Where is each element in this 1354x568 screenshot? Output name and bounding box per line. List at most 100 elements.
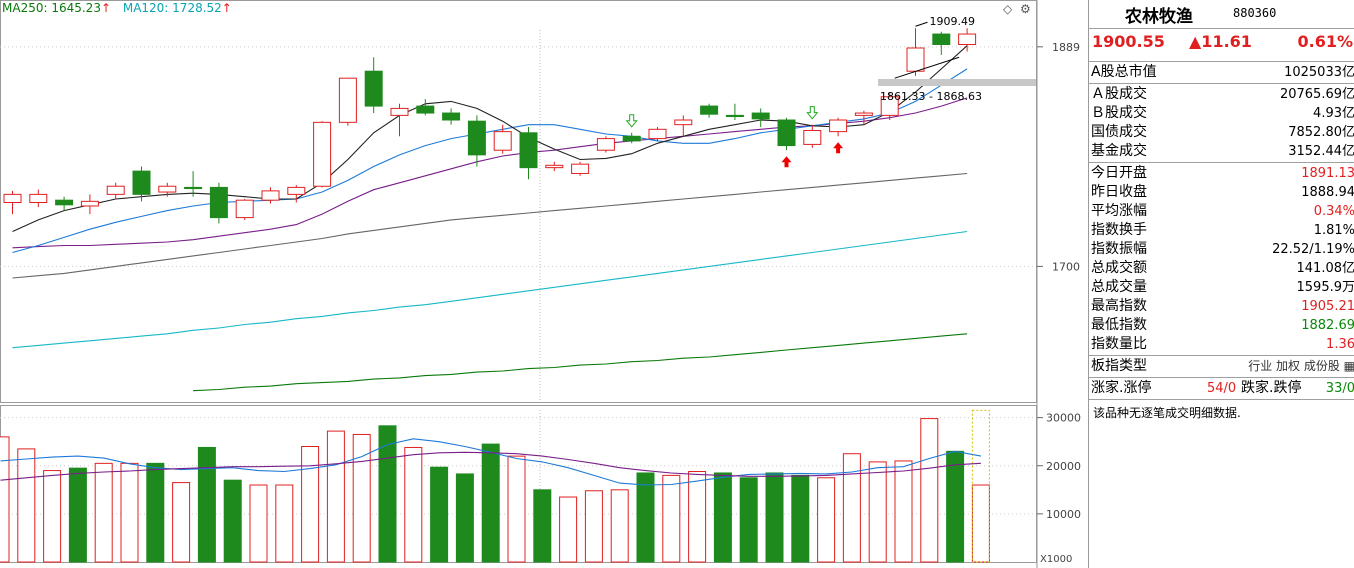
board-tags[interactable]: 行业 加权 成份股 ▦ — [1248, 359, 1354, 373]
quote-row-value: 1888.94 — [1301, 185, 1354, 200]
price-change: ▲11.61 — [1189, 32, 1252, 51]
volume-bar — [791, 474, 810, 563]
ma10-line — [12, 68, 968, 254]
volume-bar — [68, 467, 87, 563]
board-type-row: 板指类型 行业 加权 成份股 ▦ — [1089, 357, 1354, 376]
quote-row-label: 指数振幅 — [1091, 241, 1147, 257]
diamond-icon[interactable]: ◇ — [1003, 2, 1013, 16]
price-change-pct: 0.61% — [1297, 32, 1353, 51]
volume-bar — [120, 462, 139, 563]
quote-panel: 农林牧渔 880360 1900.55 ▲11.61 0.61% A股总市值 10… — [1088, 0, 1354, 568]
ma250-up-arrow: ↑ — [100, 1, 112, 15]
candle-body — [364, 70, 383, 107]
volume-bar — [404, 446, 423, 563]
quote-row-label: 基金成交 — [1091, 143, 1147, 159]
volume-bar — [662, 474, 681, 563]
quote-row: 国债成交 7852.80亿 — [1089, 123, 1354, 142]
quote-row-value: 0.34% — [1313, 204, 1354, 219]
candle-body — [390, 107, 409, 116]
candle-body — [725, 114, 744, 118]
volume-bar — [43, 470, 62, 563]
quote-row-value: 1.81% — [1313, 223, 1354, 238]
quote-row-value: 141.08亿 — [1296, 261, 1354, 276]
quote-row: 总成交额 141.08亿 — [1089, 259, 1354, 278]
volume-bar — [842, 453, 861, 563]
candle-body — [29, 193, 48, 203]
volume-bar — [894, 460, 913, 563]
quote-row-label: Ｂ股成交 — [1091, 105, 1147, 121]
volume-bar — [430, 466, 449, 563]
candle-body — [287, 186, 306, 195]
volume-bar — [559, 496, 578, 563]
volume-tick-label: 10000 — [1046, 508, 1081, 521]
quote-row: A股总市值 1025033亿 — [1089, 63, 1354, 82]
quote-row-label: 指数量比 — [1091, 336, 1147, 352]
volume-bar — [481, 443, 500, 563]
ma60-line — [12, 172, 968, 279]
down-arrow-icon — [806, 106, 819, 120]
range-pointer — [894, 56, 960, 79]
ma20-line — [12, 97, 968, 249]
volume-unit-label: X1000 — [1040, 554, 1072, 565]
quote-row: 指数振幅 22.52/1.19% — [1089, 240, 1354, 259]
volume-bar — [920, 418, 939, 563]
candle-body — [184, 186, 203, 190]
quote-row-label: 平均涨幅 — [1091, 203, 1147, 219]
quote-row-value: 1905.21 — [1301, 299, 1354, 314]
quote-row-value: 7852.80亿 — [1288, 125, 1354, 140]
quote-row-label: 指数换手 — [1091, 222, 1147, 238]
candle-body — [3, 193, 22, 203]
quote-row-value: 1595.9万 — [1296, 280, 1354, 295]
quote-row-value: 1891.13 — [1301, 166, 1354, 181]
volume-bar — [971, 484, 990, 563]
candle-body — [906, 47, 925, 72]
fall-label: 跌家.跌停 — [1241, 380, 1302, 396]
candle-body — [493, 131, 512, 151]
volume-bar — [326, 430, 345, 563]
candle-body — [932, 33, 951, 45]
candle-body — [80, 200, 99, 207]
stock-chart[interactable]: 1889 1700 1909.49 1861.33 - 1868.63 30000 200… — [0, 0, 1088, 568]
candle-body — [622, 135, 641, 142]
gear-icon[interactable]: ⚙ — [1020, 2, 1031, 16]
quote-row-label: 今日开盘 — [1091, 165, 1147, 181]
volume-bar — [352, 433, 371, 563]
quote-row: 最高指数 1905.21 — [1089, 297, 1354, 316]
rise-label: 涨家.涨停 — [1091, 380, 1152, 396]
volume-bar — [817, 477, 836, 563]
range-band — [878, 79, 1036, 86]
candle-body — [519, 132, 538, 169]
volume-bar — [533, 489, 552, 563]
volume-tick-label: 20000 — [1046, 460, 1081, 473]
volume-bar — [946, 450, 965, 563]
volume-bar — [378, 425, 397, 563]
candle-body — [55, 199, 74, 206]
candle-body — [209, 186, 228, 219]
volume-bar — [301, 446, 320, 563]
quote-row-value: 1882.69 — [1301, 318, 1354, 333]
candle-body — [442, 112, 461, 121]
volume-bar — [223, 479, 242, 563]
quote-row-label: 昨日收盘 — [1091, 184, 1147, 200]
candle-body — [958, 33, 977, 45]
ma250-line — [193, 333, 968, 392]
price-pane-frame — [0, 0, 1037, 403]
quote-row: 今日开盘 1891.13 — [1089, 164, 1354, 183]
quote-row-label: 最高指数 — [1091, 298, 1147, 314]
volume-bar — [765, 472, 784, 563]
quote-row-value: 4.93亿 — [1313, 106, 1354, 121]
volume_ma10-line — [0, 451, 981, 481]
volume-bar — [739, 477, 758, 563]
volume-bar — [455, 473, 474, 563]
candle-body — [467, 120, 486, 156]
volume-bar — [713, 472, 732, 563]
volume-forecast-box — [971, 409, 990, 563]
candle-body — [596, 138, 615, 151]
quote-row: Ａ股成交 20765.69亿 — [1089, 85, 1354, 104]
candle-body — [674, 119, 693, 126]
quote-row: 平均涨幅 0.34% — [1089, 202, 1354, 221]
range-label: 1861.33 - 1868.63 — [880, 90, 982, 103]
candle-body — [571, 163, 590, 174]
ma-legend: MA250: 1645.23↑ MA120: 1728.52↑ — [2, 1, 232, 15]
candle-body — [106, 185, 125, 195]
